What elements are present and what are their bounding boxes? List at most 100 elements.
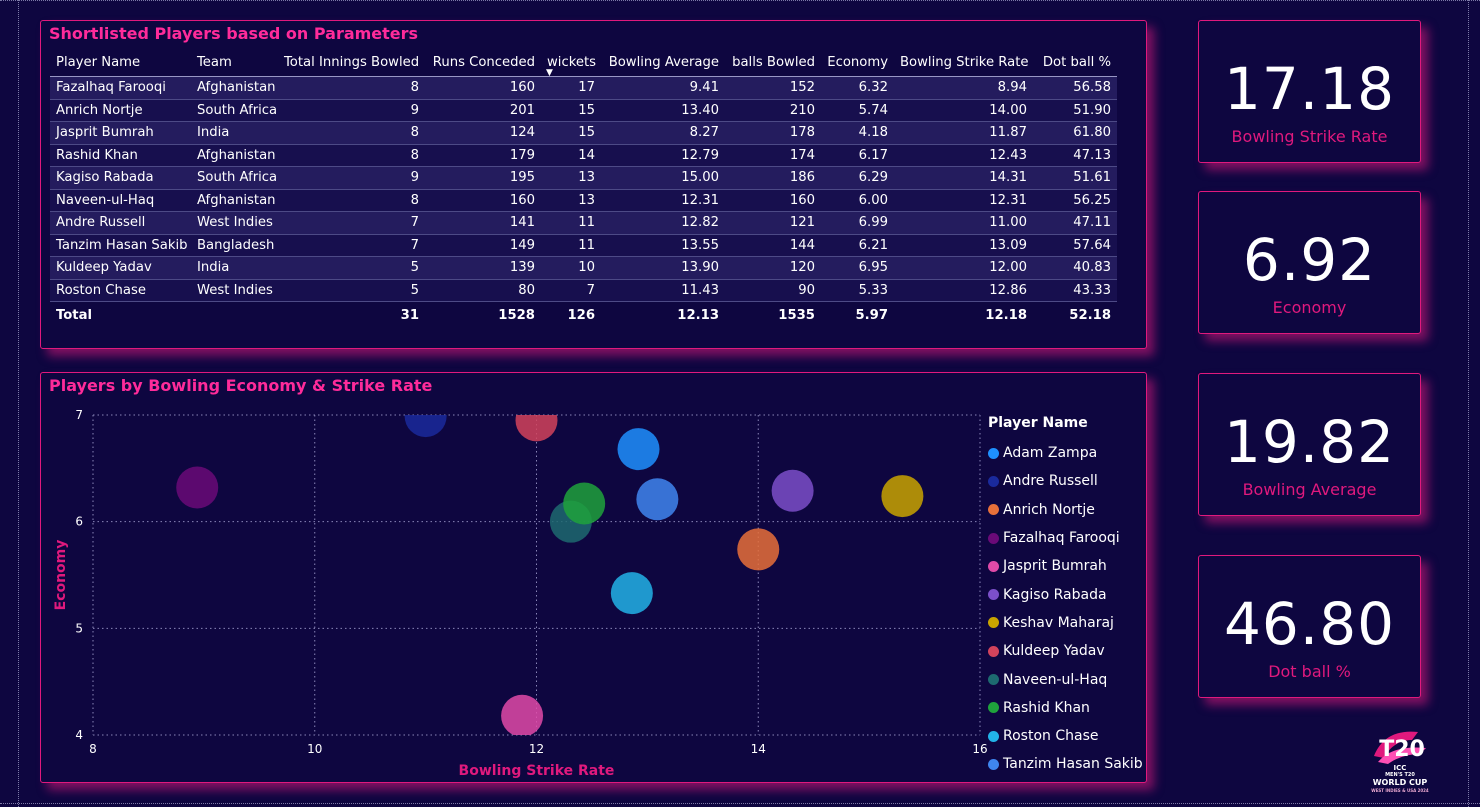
- scatter-point[interactable]: [515, 399, 558, 442]
- cell-innings: 8: [278, 189, 425, 212]
- scatter-point[interactable]: [737, 528, 780, 571]
- legend-item[interactable]: Kagiso Rabada: [988, 580, 1143, 608]
- cell-strike-rate: 8.94: [894, 76, 1033, 100]
- cell-strike-rate: 11.87: [894, 121, 1033, 145]
- table-row[interactable]: Naveen-ul-Haq Afghanistan 8 160 13 12.31 160 6.…: [50, 189, 1117, 212]
- kpi-card-bowling-average: 19.82 Bowling Average: [1198, 373, 1421, 516]
- scatter-points: [176, 395, 924, 737]
- table-body: Fazalhaq Farooqi Afghanistan 8 160 17 9.41 152…: [50, 76, 1117, 328]
- total-dot-ball: 52.18: [1033, 301, 1117, 328]
- table-title: Shortlisted Players based on Parameters: [49, 24, 419, 43]
- cell-economy: 6.21: [821, 234, 894, 257]
- cell-bowling-average: 8.27: [601, 121, 725, 145]
- cell-bowling-average: 12.79: [601, 144, 725, 167]
- cell-economy: 6.99: [821, 211, 894, 235]
- col-header-wickets[interactable]: wickets ▼: [541, 48, 601, 78]
- cell-runs: 149: [425, 234, 541, 257]
- legend-swatch: [988, 560, 999, 572]
- legend-item[interactable]: Andre Russell: [988, 467, 1143, 495]
- legend-item[interactable]: Naveen-ul-Haq: [988, 665, 1143, 693]
- col-header-strike-rate[interactable]: Bowling Strike Rate: [894, 48, 1033, 77]
- cell-innings: 8: [278, 76, 425, 100]
- table-row[interactable]: Kagiso Rabada South Africa 9 195 13 15.00 186 6…: [50, 166, 1117, 190]
- table-row[interactable]: Anrich Nortje South Africa 9 201 15 13.40 210 5…: [50, 99, 1117, 122]
- scatter-point[interactable]: [501, 694, 544, 737]
- cell-wickets: 13: [541, 189, 601, 212]
- legend-item[interactable]: Kuldeep Yadav: [988, 637, 1143, 665]
- cell-runs: 160: [425, 189, 541, 212]
- y-tick-label: 4: [75, 728, 83, 742]
- table-total-row: Total 31 1528 126 12.13 1535 5.97 12.18 52.18: [50, 301, 1117, 328]
- legend-swatch: [988, 758, 999, 770]
- kpi-card-economy: 6.92 Economy: [1198, 191, 1421, 334]
- legend-item[interactable]: Fazalhaq Farooqi: [988, 524, 1143, 552]
- col-header-player-name[interactable]: Player Name: [50, 48, 191, 77]
- cell-player-name: Jasprit Bumrah: [50, 121, 191, 145]
- t20-world-cup-logo: T20 ICC MEN'S T20 WORLD CUP WEST INDIES …: [1368, 726, 1432, 796]
- legend-item[interactable]: Keshav Maharaj: [988, 609, 1143, 637]
- cell-runs: 80: [425, 279, 541, 302]
- scatter-point[interactable]: [404, 395, 447, 438]
- cell-runs: 141: [425, 211, 541, 235]
- x-axis-title: Bowling Strike Rate: [459, 763, 615, 779]
- scatter-point[interactable]: [176, 466, 219, 509]
- legend-swatch: [988, 532, 999, 544]
- legend-item[interactable]: Adam Zampa: [988, 439, 1143, 467]
- table-row[interactable]: Rashid Khan Afghanistan 8 179 14 12.79 174 6.17…: [50, 144, 1117, 167]
- y-tick-label: 5: [75, 621, 83, 635]
- table-row[interactable]: Jasprit Bumrah India 8 124 15 8.27 178 4.18 11.8…: [50, 121, 1117, 145]
- scatter-chart[interactable]: 8 10 12 14 16 4 5 6 7 Bowling Strike Rate Economy: [41, 373, 1146, 782]
- col-header-runs-conceded[interactable]: Runs Conceded: [425, 48, 541, 77]
- cell-balls: 120: [725, 256, 821, 280]
- scatter-point[interactable]: [771, 469, 814, 512]
- total-runs: 1528: [425, 301, 541, 328]
- col-header-bowling-average[interactable]: Bowling Average: [601, 48, 725, 77]
- legend-item[interactable]: Anrich Nortje: [988, 496, 1143, 524]
- cell-innings: 7: [278, 211, 425, 235]
- scatter-point[interactable]: [617, 428, 660, 471]
- legend-item[interactable]: Roston Chase: [988, 722, 1143, 750]
- scatter-point[interactable]: [610, 572, 653, 615]
- kpi-label-strike-rate: Bowling Strike Rate: [1231, 127, 1388, 146]
- scatter-point[interactable]: [563, 482, 606, 525]
- logo-host: WEST INDIES & USA 2024: [1371, 788, 1429, 793]
- border-dots-top: [0, 0, 1480, 1]
- legend-label: Kuldeep Yadav: [1003, 643, 1105, 660]
- legend-item[interactable]: Tanzim Hasan Sakib: [988, 750, 1143, 778]
- cell-strike-rate: 12.00: [894, 256, 1033, 280]
- table-header-row: Player Name Team Total Innings Bowled Ru…: [50, 48, 1117, 78]
- table-row[interactable]: Fazalhaq Farooqi Afghanistan 8 160 17 9.41 152…: [50, 76, 1117, 100]
- x-tick-label: 16: [972, 742, 987, 756]
- col-header-balls-bowled[interactable]: balls Bowled: [725, 48, 821, 77]
- cell-economy: 5.33: [821, 279, 894, 302]
- players-table[interactable]: Player Name Team Total Innings Bowled Ru…: [50, 48, 1117, 328]
- scatter-point[interactable]: [881, 475, 924, 518]
- table-row[interactable]: Tanzim Hasan Sakib Bangladesh 7 149 11 13.55 1…: [50, 234, 1117, 257]
- legend-item[interactable]: Jasprit Bumrah: [988, 552, 1143, 580]
- cell-player-name: Naveen-ul-Haq: [50, 189, 191, 212]
- table-row[interactable]: Kuldeep Yadav India 5 139 10 13.90 120 6.95 12.0…: [50, 256, 1117, 280]
- kpi-label-bowling-average: Bowling Average: [1242, 480, 1377, 499]
- cell-innings: 9: [278, 166, 425, 190]
- kpi-label-economy: Economy: [1272, 298, 1347, 317]
- cell-economy: 6.17: [821, 144, 894, 167]
- kpi-value-strike-rate: 17.18: [1223, 55, 1396, 123]
- cell-economy: 6.32: [821, 76, 894, 100]
- border-dots-left: [18, 0, 19, 807]
- y-tick-label: 7: [75, 408, 83, 422]
- cell-balls: 178: [725, 121, 821, 145]
- cell-balls: 210: [725, 99, 821, 122]
- total-economy: 5.97: [821, 301, 894, 328]
- cell-balls: 160: [725, 189, 821, 212]
- table-row[interactable]: Roston Chase West Indies 5 80 7 11.43 90 5.33 12…: [50, 279, 1117, 302]
- cell-dot-ball: 40.83: [1033, 256, 1117, 280]
- col-header-economy[interactable]: Economy: [821, 48, 894, 77]
- scatter-point[interactable]: [636, 478, 679, 521]
- table-row[interactable]: Andre Russell West Indies 7 141 11 12.82 121 6.…: [50, 211, 1117, 235]
- col-header-total-innings[interactable]: Total Innings Bowled: [278, 48, 425, 77]
- cell-bowling-average: 13.55: [601, 234, 725, 257]
- legend-item[interactable]: Rashid Khan: [988, 694, 1143, 722]
- legend-label: Adam Zampa: [1003, 445, 1098, 462]
- col-header-team[interactable]: Team: [191, 48, 278, 77]
- col-header-dot-ball[interactable]: Dot ball %: [1033, 48, 1117, 77]
